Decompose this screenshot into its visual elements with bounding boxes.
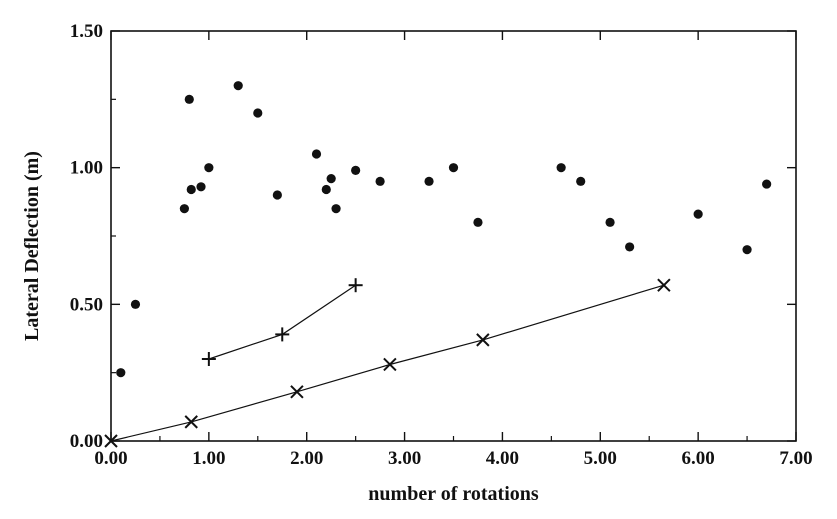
data-point — [130, 299, 141, 309]
data-point — [424, 176, 434, 186]
x-marker-b — [383, 357, 397, 372]
data-point — [275, 327, 290, 342]
data-point — [742, 245, 752, 255]
x-marker-b — [290, 385, 304, 399]
data-point — [348, 278, 363, 293]
data-point — [351, 165, 361, 175]
x-marker-b — [476, 333, 490, 347]
data-point — [605, 217, 615, 227]
y-tick-label: 1.50 — [70, 21, 103, 42]
data-point — [186, 184, 196, 195]
data-point — [196, 182, 206, 192]
data-point — [448, 163, 459, 173]
y-tick-label: 1.00 — [70, 158, 103, 179]
data-point — [326, 174, 336, 184]
x-tick-label: 6.00 — [682, 448, 715, 469]
series-2 — [104, 278, 671, 448]
data-point — [290, 385, 304, 399]
y-axis-ticks: 0.00 0.50 1.00 1.50 — [70, 21, 796, 452]
x-tick-label: 7.00 — [779, 448, 812, 469]
data-point — [693, 209, 703, 219]
data-point — [179, 204, 189, 214]
x-axis-ticks: 0.00 1.00 2.00 3.00 4.00 5.00 6.00 7.00 — [94, 31, 813, 469]
data-point — [204, 163, 214, 173]
data-point — [576, 176, 586, 186]
data-point — [331, 204, 341, 214]
series-0 — [116, 81, 772, 378]
series-layer — [104, 81, 772, 448]
data-point — [253, 108, 263, 118]
x-tick-label: 1.00 — [192, 448, 225, 469]
data-point — [233, 81, 243, 91]
series-2-line — [110, 284, 665, 442]
data-point — [473, 217, 483, 227]
x-marker-b — [104, 434, 118, 448]
data-point — [184, 415, 198, 429]
x-marker-b — [657, 278, 671, 292]
data-point — [476, 333, 490, 347]
x-marker-b — [184, 415, 198, 429]
data-point — [311, 149, 322, 159]
x-tick-label: 2.00 — [290, 448, 323, 469]
data-point — [375, 176, 385, 186]
data-point — [184, 94, 194, 104]
data-point — [657, 278, 671, 292]
y-tick-label: 0.50 — [70, 294, 103, 315]
data-point — [104, 434, 118, 448]
data-point — [556, 163, 566, 173]
x-tick-label: 0.00 — [94, 448, 127, 469]
x-axis-label: number of rotations — [368, 483, 539, 505]
data-point — [201, 352, 216, 366]
data-point — [383, 357, 397, 372]
data-point — [762, 179, 772, 189]
plot-frame — [110, 30, 797, 442]
data-point — [321, 184, 331, 195]
x-tick-label: 4.00 — [486, 448, 519, 469]
series-1 — [201, 278, 363, 366]
x-tick-label: 5.00 — [584, 448, 617, 469]
data-point — [272, 190, 282, 200]
x-tick-label: 3.00 — [388, 448, 421, 469]
data-point — [116, 368, 126, 378]
y-tick-label: 0.00 — [70, 431, 103, 452]
data-point — [625, 242, 635, 252]
y-axis-label: Lateral Deflection (m) — [21, 151, 43, 341]
series-1-line — [208, 284, 356, 360]
